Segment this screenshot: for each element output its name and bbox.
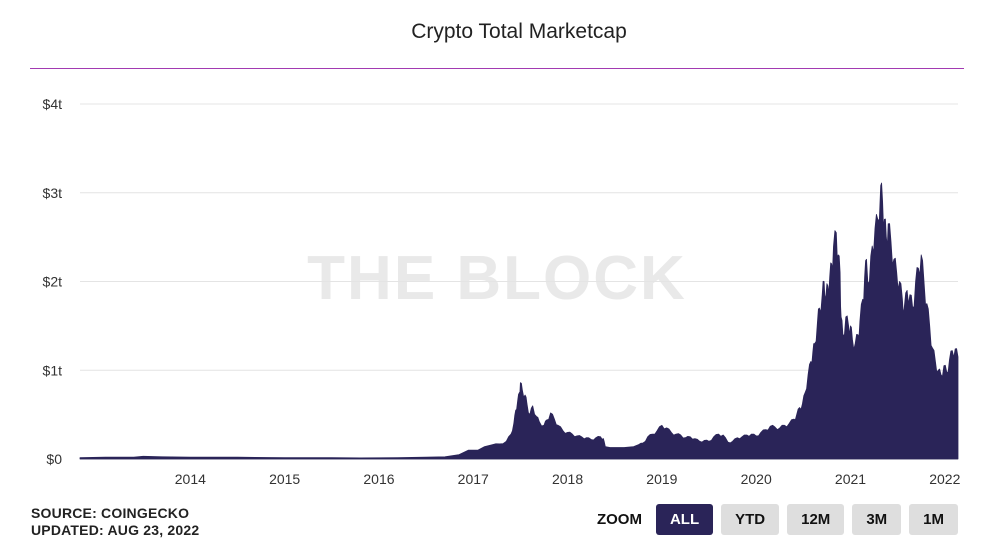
watermark: THE BLOCK	[307, 244, 687, 313]
zoom-button-1m[interactable]: 1M	[909, 504, 958, 535]
x-tick-label: 2019	[646, 471, 677, 487]
y-tick-label: $2t	[43, 274, 63, 290]
y-tick-label: $1t	[43, 362, 63, 378]
x-tick-label: 2015	[269, 471, 300, 487]
x-tick-label: 2017	[458, 471, 489, 487]
zoom-controls: ZOOM ALL YTD 12M 3M 1M	[597, 504, 958, 535]
zoom-button-12m[interactable]: 12M	[787, 504, 845, 535]
chart-title: Crypto Total Marketcap	[411, 20, 627, 43]
zoom-button-ytd[interactable]: YTD	[721, 504, 780, 535]
x-tick-label: 2022	[929, 471, 960, 487]
marketcap-chart: THE BLOCK $0 $1t $2t $3t $4t 2014 2015 2016 2017 2…	[43, 96, 961, 487]
zoom-label: ZOOM	[596, 511, 642, 528]
zoom-button-all[interactable]: ALL	[655, 504, 714, 535]
x-tick-label: 2014	[175, 471, 206, 487]
zoom-button-3m[interactable]: 3M	[852, 504, 902, 535]
source-line: SOURCE: COINGECKO	[31, 505, 190, 521]
source-note: SOURCE: COINGECKO UPDATED: AUG 23, 2022	[31, 505, 199, 539]
x-tick-label: 2016	[363, 471, 394, 487]
y-tick-label: $4t	[43, 96, 63, 112]
x-tick-label: 2021	[835, 471, 866, 487]
y-tick-label: $3t	[43, 185, 63, 201]
x-tick-label: 2018	[552, 471, 583, 487]
title-divider	[30, 68, 964, 69]
x-tick-label: 2020	[741, 471, 772, 487]
marketcap-area	[79, 182, 959, 460]
updated-line: UPDATED: AUG 23, 2022	[31, 522, 200, 538]
y-tick-label: $0	[46, 451, 62, 467]
